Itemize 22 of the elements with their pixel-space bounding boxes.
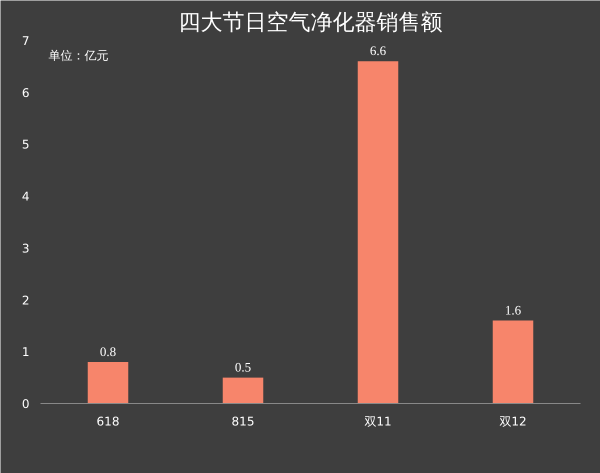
- x-tick-label: 618: [96, 414, 120, 428]
- bar: [222, 378, 264, 404]
- y-tick-label: 5: [22, 138, 30, 152]
- y-tick-label: 6: [22, 86, 30, 100]
- y-tick-label: 1: [22, 345, 30, 360]
- x-tick-label: 双11: [364, 414, 392, 428]
- data-label: 0.5: [234, 360, 252, 375]
- y-tick-label: 0: [22, 397, 30, 411]
- data-label: 6.6: [370, 43, 387, 58]
- y-tick-label: 2: [22, 293, 30, 308]
- annotation: 单位：亿元: [48, 48, 108, 62]
- data-label: 1.6: [504, 302, 522, 318]
- bar: [492, 320, 534, 404]
- y-tick-label: 3: [22, 241, 30, 256]
- x-tick-label: 双12: [499, 414, 527, 428]
- y-tick-label: 7: [22, 34, 30, 48]
- data-label: 0.8: [100, 344, 116, 360]
- x-tick-label: 815: [232, 414, 254, 428]
- y-tick-label: 4: [22, 190, 30, 204]
- chart-title: 四大节日空气净化器销售额: [178, 10, 442, 36]
- bar: [88, 362, 128, 404]
- bar: [358, 61, 398, 404]
